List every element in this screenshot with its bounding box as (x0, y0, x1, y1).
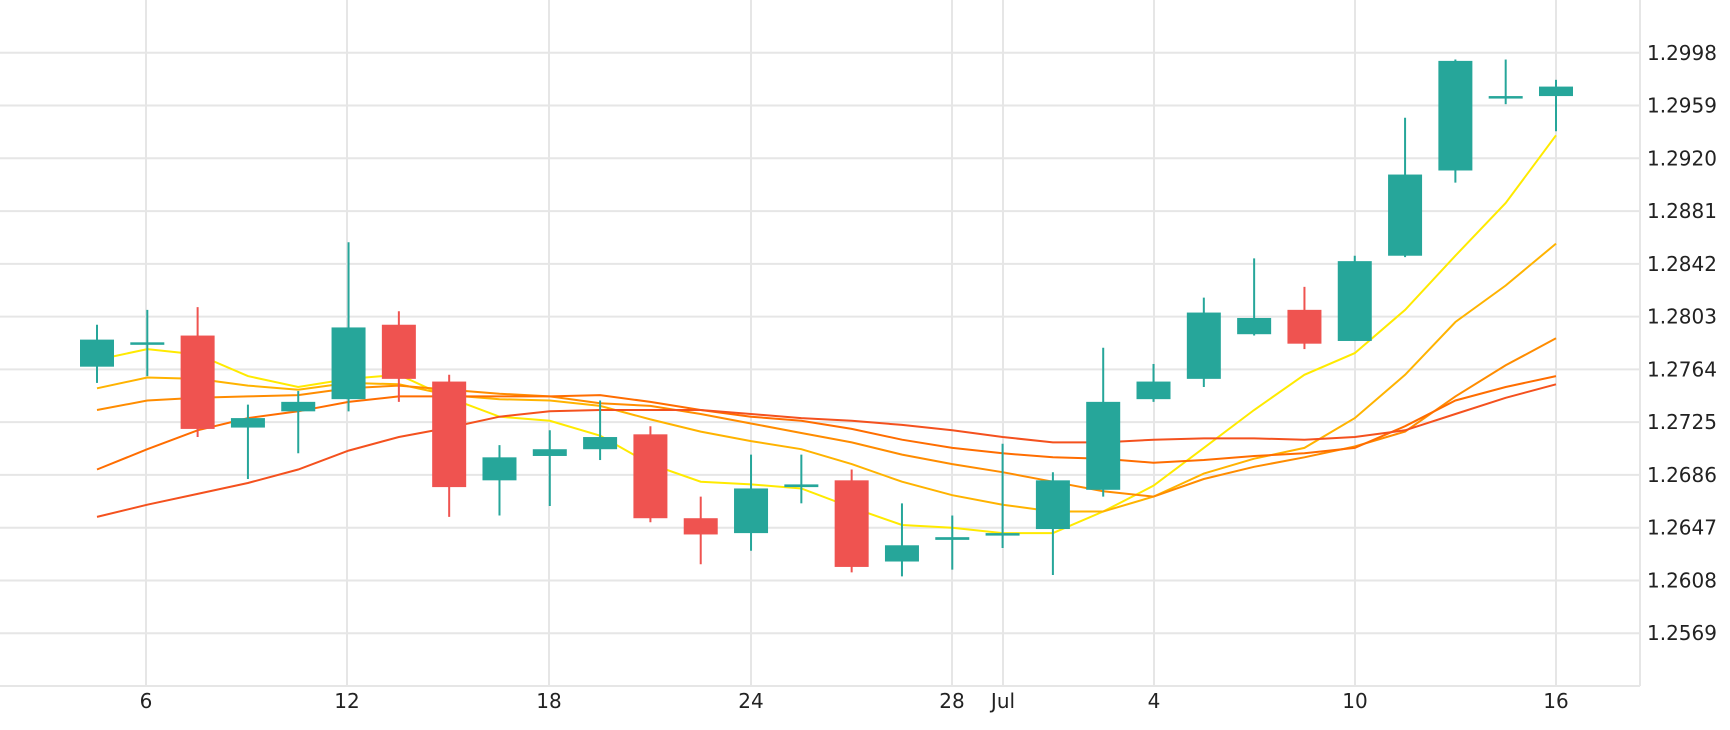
candle-body (834, 480, 869, 567)
candle-body (331, 327, 366, 400)
candle-body (532, 449, 567, 456)
candle-body (1337, 261, 1372, 341)
candle-body (281, 401, 316, 412)
x-tick-label: 18 (536, 689, 561, 713)
candle-body (1287, 309, 1322, 344)
candle-body (734, 488, 769, 534)
moving-average-line (96, 242, 1557, 513)
candle-body (935, 537, 970, 540)
y-tick-label: 1.2647 (1647, 516, 1717, 540)
y-tick-label: 1.2725 (1647, 410, 1717, 434)
candle-body (1035, 480, 1070, 530)
candle-body (230, 418, 265, 428)
candle-body (583, 437, 618, 450)
moving-average-line (96, 134, 1557, 535)
candles (80, 59, 1573, 577)
y-tick-label: 1.2686 (1647, 463, 1717, 487)
candle-body (1186, 312, 1221, 379)
candle-body (80, 339, 114, 367)
x-tick-label: 6 (140, 689, 153, 713)
candle-body (1388, 174, 1423, 256)
y-tick-label: 1.2881 (1647, 199, 1717, 223)
candle-body (180, 335, 215, 429)
x-tick-label: 16 (1543, 689, 1568, 713)
x-tick-label: 12 (334, 689, 359, 713)
candle-body (784, 484, 819, 488)
x-tick-label: 10 (1342, 689, 1367, 713)
moving-average-line (96, 383, 1557, 518)
candle-body (1086, 401, 1121, 490)
moving-average-line (96, 375, 1557, 471)
y-tick-label: 1.2920 (1647, 146, 1717, 170)
candle-body (1438, 60, 1473, 171)
grid (0, 0, 1641, 687)
candle-body (884, 545, 919, 562)
candle-body (482, 457, 517, 481)
moving-average-lines (96, 134, 1557, 535)
candle-body (1539, 86, 1573, 97)
axes: 1.2998 1.2959 1.2920 1.2881 1.2842 1.2803 1.27… (140, 41, 1717, 713)
x-tick-label: 24 (738, 689, 763, 713)
x-tick-label: 4 (1148, 689, 1161, 713)
candle-body (1136, 381, 1171, 400)
y-tick-label: 1.2959 (1647, 94, 1717, 118)
candle-body (985, 533, 1020, 536)
candle-body (130, 342, 165, 345)
candle-body (1488, 96, 1523, 99)
moving-average-line (96, 337, 1557, 498)
x-tick-label: Jul (989, 689, 1015, 713)
candle-body (633, 434, 668, 519)
candle-body (683, 518, 718, 535)
y-tick-label: 1.2998 (1647, 41, 1717, 65)
y-tick-label: 1.2608 (1647, 568, 1717, 592)
x-tick-label: 28 (939, 689, 964, 713)
y-tick-label: 1.2803 (1647, 305, 1717, 329)
candle-body (432, 381, 467, 488)
candle-body (381, 324, 416, 379)
y-tick-label: 1.2842 (1647, 252, 1717, 276)
y-tick-label: 1.2569 (1647, 621, 1717, 645)
y-tick-label: 1.2764 (1647, 357, 1717, 381)
candle-body (1237, 317, 1272, 335)
